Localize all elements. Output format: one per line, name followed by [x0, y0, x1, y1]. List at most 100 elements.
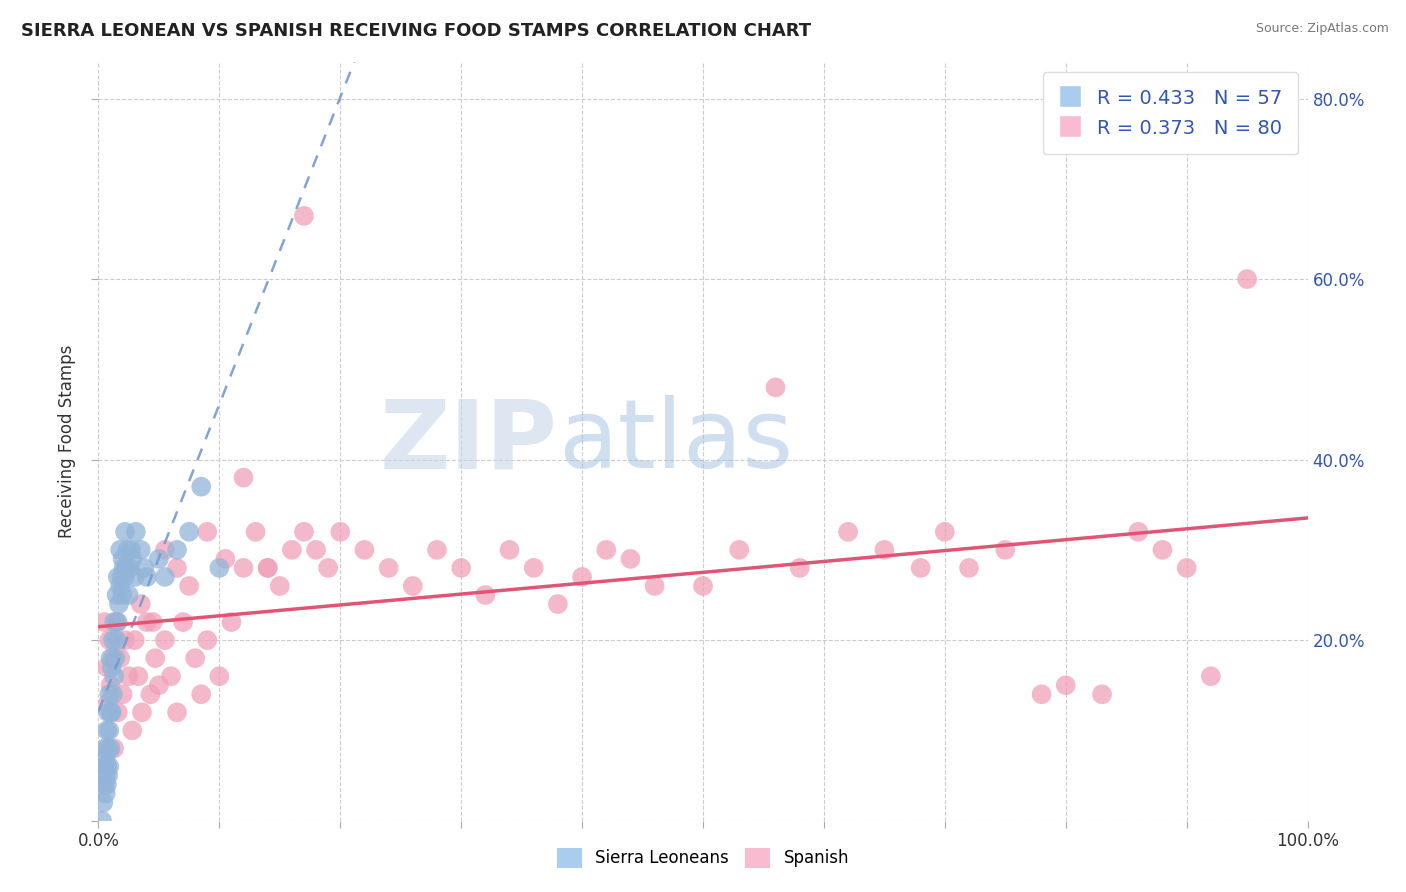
Point: [1175, 561, 1198, 575]
Point: [100, 651, 122, 665]
Point: [94, 768, 117, 782]
Legend: Sierra Leoneans, Spanish: Sierra Leoneans, Spanish: [550, 841, 856, 875]
Point: [103, 615, 125, 629]
Point: [93, 741, 115, 756]
Point: [765, 380, 787, 394]
Point: [160, 669, 183, 683]
Point: [184, 651, 207, 665]
Point: [644, 579, 666, 593]
Point: [153, 633, 176, 648]
Y-axis label: Receiving Food Stamps: Receiving Food Stamps: [58, 345, 76, 538]
Point: [316, 561, 339, 575]
Point: [426, 542, 449, 557]
Point: [93, 615, 115, 629]
Point: [134, 561, 156, 575]
Point: [232, 470, 254, 484]
Point: [108, 542, 131, 557]
Point: [1128, 524, 1150, 539]
Point: [107, 706, 129, 720]
Point: [1031, 687, 1053, 701]
Point: [450, 561, 472, 575]
Point: [105, 615, 128, 629]
Point: [125, 524, 148, 539]
Point: [153, 570, 176, 584]
Point: [135, 570, 157, 584]
Point: [101, 687, 124, 701]
Point: [105, 633, 128, 648]
Text: SIERRA LEONEAN VS SPANISH RECEIVING FOOD STAMPS CORRELATION CHART: SIERRA LEONEAN VS SPANISH RECEIVING FOOD…: [21, 22, 811, 40]
Point: [103, 669, 125, 683]
Point: [117, 542, 139, 557]
Point: [571, 570, 593, 584]
Point: [96, 759, 118, 773]
Point: [121, 552, 143, 566]
Point: [377, 561, 399, 575]
Point: [120, 542, 142, 557]
Point: [121, 723, 143, 738]
Point: [208, 669, 231, 683]
Point: [1236, 272, 1258, 286]
Text: atlas: atlas: [558, 395, 793, 488]
Point: [100, 741, 122, 756]
Point: [1091, 687, 1114, 701]
Point: [94, 787, 117, 801]
Point: [221, 615, 243, 629]
Point: [98, 687, 121, 701]
Point: [547, 597, 569, 611]
Point: [131, 706, 153, 720]
Point: [214, 552, 236, 566]
Point: [97, 706, 120, 720]
Point: [595, 542, 617, 557]
Point: [166, 542, 188, 557]
Point: [103, 741, 125, 756]
Point: [115, 561, 138, 575]
Point: [108, 651, 131, 665]
Point: [127, 669, 149, 683]
Point: [98, 633, 121, 648]
Point: [129, 542, 152, 557]
Point: [208, 561, 231, 575]
Point: [402, 579, 425, 593]
Legend: R = 0.433   N = 57, R = 0.373   N = 80: R = 0.433 N = 57, R = 0.373 N = 80: [1043, 72, 1298, 154]
Point: [934, 524, 956, 539]
Text: Source: ZipAtlas.com: Source: ZipAtlas.com: [1256, 22, 1389, 36]
Point: [498, 542, 520, 557]
Point: [93, 759, 115, 773]
Point: [292, 524, 315, 539]
Point: [107, 570, 129, 584]
Point: [281, 542, 304, 557]
Point: [96, 723, 118, 738]
Point: [195, 524, 218, 539]
Point: [135, 615, 157, 629]
Point: [111, 552, 134, 566]
Point: [179, 524, 201, 539]
Point: [172, 615, 194, 629]
Point: [994, 542, 1017, 557]
Point: [93, 778, 115, 792]
Point: [108, 597, 131, 611]
Point: [329, 524, 352, 539]
Point: [148, 678, 170, 692]
Point: [105, 588, 128, 602]
Point: [143, 651, 166, 665]
Point: [98, 759, 121, 773]
Point: [292, 209, 315, 223]
Point: [873, 542, 896, 557]
Point: [789, 561, 811, 575]
Point: [957, 561, 980, 575]
Point: [98, 723, 121, 738]
Point: [100, 660, 122, 674]
Point: [101, 651, 124, 665]
Point: [256, 561, 278, 575]
Point: [91, 796, 114, 810]
Point: [101, 633, 124, 648]
Text: ZIP: ZIP: [380, 395, 558, 488]
Point: [1152, 542, 1174, 557]
Point: [94, 750, 117, 764]
Point: [111, 588, 134, 602]
Point: [118, 669, 141, 683]
Point: [837, 524, 859, 539]
Point: [474, 588, 496, 602]
Point: [107, 615, 129, 629]
Point: [190, 480, 212, 494]
